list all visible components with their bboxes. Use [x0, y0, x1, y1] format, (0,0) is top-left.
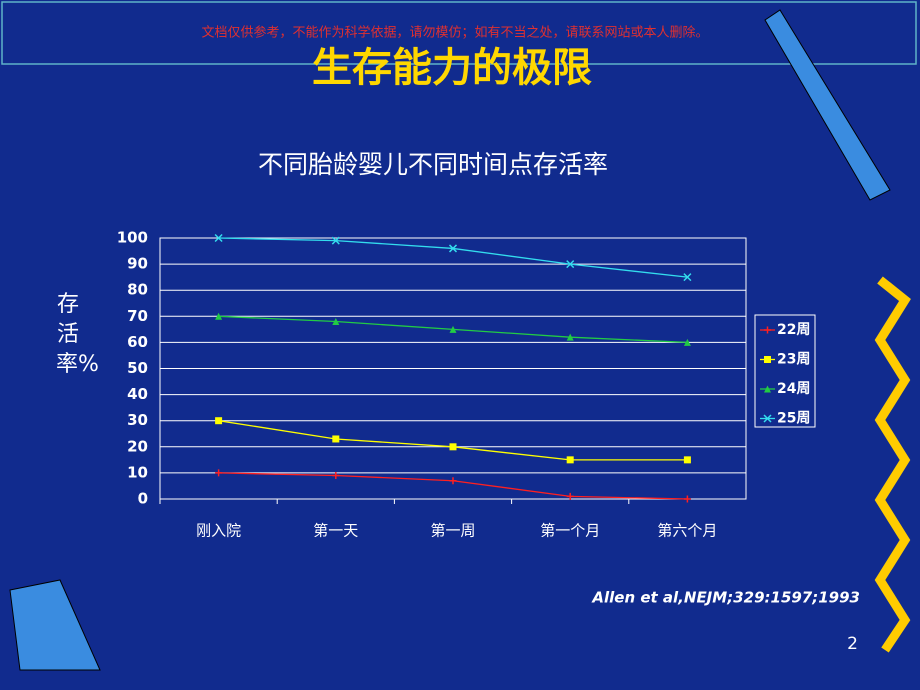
series-line	[218, 237, 688, 278]
decoration	[874, 276, 911, 653]
x-tick-label: 第六个月	[657, 522, 717, 540]
y-tick-label: 100	[117, 229, 148, 247]
x-tick-label: 第一周	[430, 522, 475, 540]
legend-box	[754, 314, 816, 428]
marker	[214, 233, 223, 243]
legend-label: 23周	[777, 352, 810, 368]
marker	[449, 443, 457, 451]
decoration	[9, 579, 101, 671]
marker	[331, 236, 340, 245]
y-tick-label: 50	[127, 359, 148, 377]
marker	[764, 385, 771, 393]
marker	[683, 456, 691, 464]
x-tick-label: 第一天	[313, 522, 358, 540]
y-tick-label: 20	[127, 437, 148, 455]
marker	[449, 325, 457, 333]
marker	[215, 312, 223, 320]
marker	[332, 472, 340, 480]
series-line	[218, 420, 688, 461]
legend-label: 22周	[777, 322, 810, 338]
marker	[566, 492, 574, 500]
marker	[448, 244, 458, 253]
page-number: 2	[847, 634, 858, 654]
y-tick-label: 70	[127, 307, 148, 325]
watermark-box	[1, 1, 917, 65]
legend-label: 24周	[777, 381, 810, 397]
marker	[566, 333, 574, 341]
watermark: 文档仅供参考，不能作为科学依据，请勿模仿；如有不当之处，请联系网站或本人删除。	[201, 25, 708, 41]
citation: Allen et al,NEJM;329:1597;1993	[591, 589, 860, 607]
y-tick-label: 40	[127, 385, 148, 403]
legend-label: 25周	[777, 411, 810, 427]
marker	[683, 338, 691, 346]
y-tick-label: 80	[127, 281, 148, 299]
marker	[215, 469, 223, 477]
marker	[449, 477, 457, 485]
marker	[332, 318, 340, 326]
marker	[683, 495, 691, 503]
x-tick-label: 第一个月	[540, 522, 600, 540]
y-tick-label: 30	[127, 411, 148, 429]
x-tick-label: 刚入院	[196, 522, 241, 540]
marker	[332, 435, 340, 443]
chart-title: 不同胎龄婴儿不同时间点存活率	[258, 150, 608, 179]
marker	[566, 260, 575, 269]
marker	[215, 417, 223, 425]
decoration	[764, 9, 891, 201]
slide-title: 生存能力的极限	[312, 45, 592, 91]
y-tick-label: 60	[127, 333, 148, 351]
series-line	[218, 472, 688, 500]
marker	[764, 326, 771, 334]
marker	[763, 414, 772, 423]
y-tick-label: 10	[127, 463, 148, 481]
marker	[566, 456, 574, 464]
y-axis-label: 存活率%	[56, 292, 99, 377]
marker	[764, 356, 771, 363]
marker	[683, 273, 692, 282]
y-tick-label: 0	[138, 490, 148, 508]
y-tick-label: 90	[127, 255, 148, 273]
